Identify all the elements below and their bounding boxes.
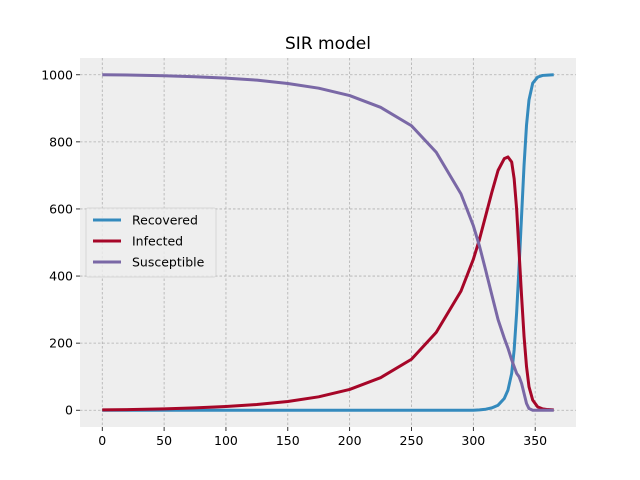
legend-label: Infected	[132, 234, 183, 249]
legend-box	[85, 207, 217, 278]
y-tick-label: 1000	[41, 67, 73, 82]
x-tick-label: 0	[98, 433, 106, 448]
legend-label: Susceptible	[132, 255, 205, 270]
series-line-recovered	[102, 73, 554, 412]
y-tick-label: 600	[49, 201, 73, 216]
x-tick-label: 150	[276, 433, 300, 448]
y-tick-label: 0	[65, 403, 73, 418]
series-line-susceptible	[102, 73, 554, 412]
y-tick-label: 800	[49, 134, 73, 149]
y-tick-label: 400	[49, 269, 73, 284]
legend: Recovered Infected Susceptible	[85, 207, 217, 278]
x-tick-label: 300	[461, 433, 485, 448]
chart-title: SIR model	[285, 34, 371, 54]
x-tick-label: 250	[400, 433, 424, 448]
axis-ticks: 0 50 100 150 200 250 300 350 0 200 400 600 800 1000	[41, 67, 547, 448]
x-tick-label: 100	[214, 433, 238, 448]
x-tick-label: 350	[523, 433, 547, 448]
x-tick-label: 200	[338, 433, 362, 448]
series-line-infected	[102, 155, 554, 412]
series-lines	[102, 73, 554, 412]
legend-label: Recovered	[132, 213, 198, 228]
y-tick-label: 200	[49, 336, 73, 351]
x-tick-label: 50	[156, 433, 172, 448]
